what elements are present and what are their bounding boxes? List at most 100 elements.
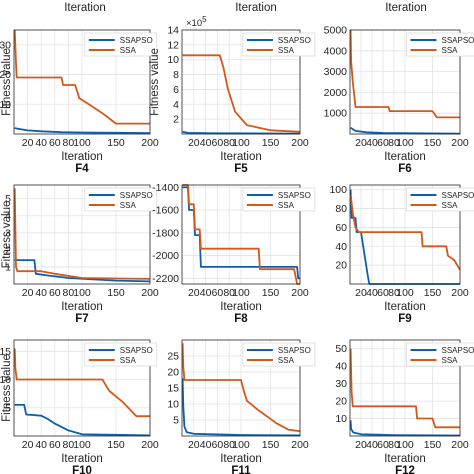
x-tick-label: 20: [188, 287, 200, 299]
series-line-ssa: [14, 348, 150, 418]
plot-title: F9: [398, 313, 411, 325]
legend-label-ssa: SSA: [278, 356, 295, 365]
x-tick-label: 100: [232, 137, 250, 149]
legend-label-ssapso: SSAPSO: [442, 346, 474, 355]
x-tick-label: 60: [212, 287, 224, 299]
x-tick-label: 100: [73, 137, 91, 149]
y-tick-label: 20: [167, 367, 179, 379]
x-tick-label: 80: [388, 439, 400, 451]
x-tick-label: 80: [223, 137, 235, 149]
x-tick-label: 60: [212, 439, 224, 451]
x-tick-label: 200: [141, 439, 159, 451]
x-tick-label: 40: [366, 287, 378, 299]
plot-title: F6: [398, 163, 411, 175]
x-tick-label: 200: [141, 287, 159, 299]
series-line-ssa: [182, 184, 300, 285]
series-line-ssa: [350, 29, 460, 119]
legend-label-ssa: SSA: [278, 201, 295, 210]
x-tick-label: 150: [424, 137, 442, 149]
x-tick-label: 200: [291, 287, 309, 299]
x-axis-label: Iteration: [61, 453, 103, 465]
series-line-ssa: [14, 188, 150, 280]
series-line-ssa: [350, 348, 460, 429]
y-tick-label: 4: [5, 210, 11, 222]
series-line-ssa: [182, 343, 300, 433]
x-tick-label: 20: [355, 439, 367, 451]
series-line-ssapso: [350, 127, 460, 135]
x-tick-label: 200: [291, 137, 309, 149]
x-tick-label: 100: [232, 439, 250, 451]
x-axis-label: Iteration: [384, 151, 426, 163]
y-tick-label: 12: [167, 39, 179, 51]
y-tick-label: -1600: [152, 205, 179, 217]
header-xlabel-3: Iteration: [385, 2, 427, 14]
y-tick-label: 1: [5, 261, 11, 273]
y-tick-label: 20: [0, 69, 11, 81]
x-tick-label: 200: [451, 137, 469, 149]
y-tick-label: 20: [335, 396, 347, 408]
axes-frame: [181, 184, 301, 285]
legend-label-ssa: SSA: [442, 46, 459, 55]
x-tick-label: 40: [35, 439, 47, 451]
series-line-ssapso: [350, 420, 460, 437]
x-tick-label: 60: [212, 137, 224, 149]
x-tick-label: 150: [107, 439, 125, 451]
x-tick-label: 60: [49, 287, 61, 299]
legend-label-ssapso: SSAPSO: [120, 36, 153, 45]
x-tick-label: 20: [355, 287, 367, 299]
y-tick-label: 8: [173, 69, 179, 81]
plot-title: F5: [234, 163, 248, 175]
axes-frame: [349, 339, 461, 437]
legend-label-ssa: SSA: [120, 201, 137, 210]
x-tick-label: 150: [424, 439, 442, 451]
legend-label-ssapso: SSAPSO: [120, 346, 153, 355]
axes-frame: [13, 339, 151, 437]
x-tick-label: 80: [223, 287, 235, 299]
legend-label-ssapso: SSAPSO: [442, 36, 474, 45]
axes-frame: [13, 29, 151, 135]
x-tick-label: 200: [291, 439, 309, 451]
plot-title: F12: [395, 465, 415, 474]
x-tick-label: 80: [223, 439, 235, 451]
plot-title: F4: [75, 163, 89, 175]
y-tick-label: -1800: [152, 227, 179, 239]
y-tick-label: 20: [335, 260, 347, 272]
x-tick-label: 40: [200, 287, 212, 299]
x-tick-label: 40: [35, 137, 47, 149]
header-xlabel-1: Iteration: [64, 2, 106, 14]
x-tick-label: 100: [396, 287, 414, 299]
axes-frame: [181, 29, 301, 135]
x-tick-label: 150: [107, 137, 125, 149]
y-tick-label: 5: [5, 402, 11, 414]
y-tick-label: 100: [329, 184, 347, 196]
x-tick-label: 60: [49, 439, 61, 451]
axes-frame: [349, 29, 461, 135]
plot-title: F11: [231, 465, 251, 474]
plot-title: F8: [234, 313, 248, 325]
legend-label-ssa: SSA: [120, 356, 137, 365]
y-tick-label: 80: [335, 203, 347, 215]
series-line-ssa: [14, 29, 150, 125]
y-tick-label: 50: [335, 343, 347, 355]
legend-label-ssapso: SSAPSO: [278, 191, 311, 200]
x-tick-label: 20: [22, 287, 34, 299]
axes-frame: [349, 184, 461, 285]
y-tick-label: 10: [167, 399, 179, 411]
y-tick-label: 25: [167, 351, 179, 363]
y-tick-label: 1000: [324, 108, 348, 120]
x-tick-label: 80: [63, 439, 75, 451]
y-tick-label: 4000: [324, 45, 348, 57]
y-tick-label: 15: [0, 346, 11, 358]
y-tick-label: 60: [335, 222, 347, 234]
x-tick-label: 200: [141, 137, 159, 149]
x-tick-label: 60: [377, 287, 389, 299]
